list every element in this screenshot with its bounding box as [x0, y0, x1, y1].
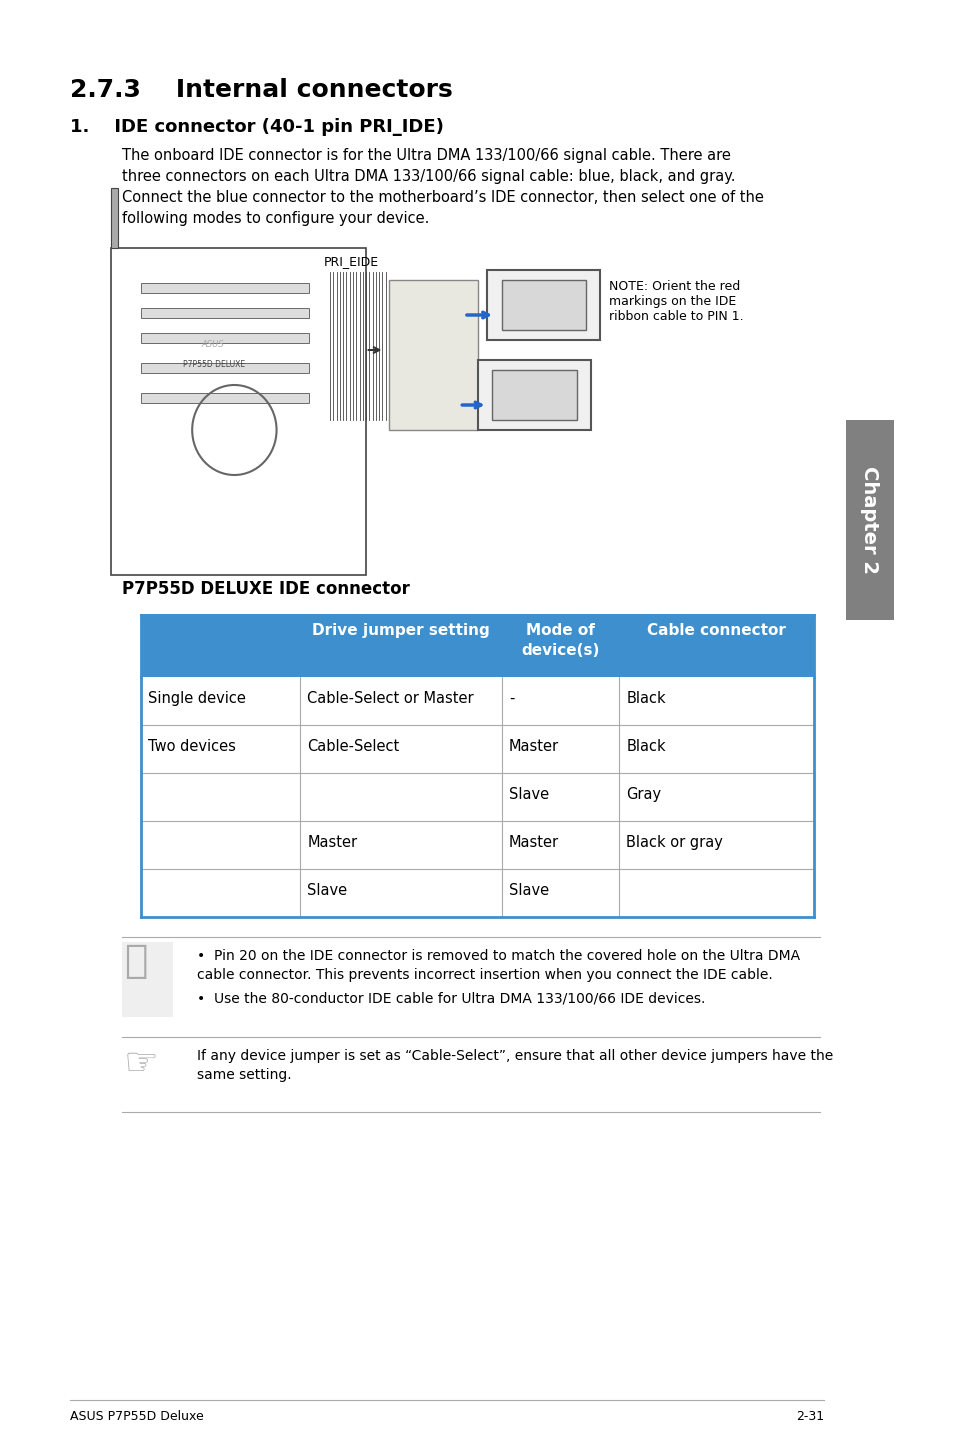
Text: •  Use the 80-conductor IDE cable for Ultra DMA 133/100/66 IDE devices.: • Use the 80-conductor IDE cable for Ult… [196, 992, 704, 1007]
FancyBboxPatch shape [140, 821, 813, 869]
Text: The onboard IDE connector is for the Ultra DMA 133/100/66 signal cable. There ar: The onboard IDE connector is for the Ult… [122, 148, 763, 226]
Text: •  Pin 20 on the IDE connector is removed to match the covered hole on the Ultra: • Pin 20 on the IDE connector is removed… [196, 949, 800, 982]
Bar [140, 393, 309, 403]
Text: Slave: Slave [509, 787, 549, 802]
Text: Two devices: Two devices [148, 739, 235, 754]
Text: Single device: Single device [148, 692, 246, 706]
Text: Master: Master [509, 835, 558, 850]
Text: 2.7.3    Internal connectors: 2.7.3 Internal connectors [71, 78, 453, 102]
Text: Cable-Select: Cable-Select [307, 739, 399, 754]
Text: Black: Black [625, 692, 665, 706]
Bar [140, 308, 309, 318]
FancyBboxPatch shape [140, 774, 813, 821]
Bar [140, 362, 309, 372]
Bar [111, 188, 118, 247]
Text: ASUS: ASUS [201, 339, 224, 349]
Text: P7P55D DELUXE IDE connector: P7P55D DELUXE IDE connector [122, 580, 410, 598]
Text: -: - [509, 692, 514, 706]
FancyBboxPatch shape [140, 615, 813, 677]
Polygon shape [389, 280, 477, 430]
Text: Mode of
device(s): Mode of device(s) [520, 623, 598, 657]
Text: ASUS P7P55D Deluxe: ASUS P7P55D Deluxe [71, 1411, 204, 1424]
FancyBboxPatch shape [492, 370, 576, 420]
Text: NOTE: Orient the red
markings on the IDE
ribbon cable to PIN 1.: NOTE: Orient the red markings on the IDE… [609, 280, 743, 324]
Text: Slave: Slave [307, 883, 347, 897]
Text: ☞: ☞ [124, 1045, 158, 1083]
FancyBboxPatch shape [140, 725, 813, 774]
Text: Cable-Select or Master: Cable-Select or Master [307, 692, 474, 706]
Bar [140, 283, 309, 293]
Text: Cable connector: Cable connector [646, 623, 785, 638]
FancyBboxPatch shape [477, 360, 590, 430]
Text: If any device jumper is set as “Cable-Select”, ensure that all other device jump: If any device jumper is set as “Cable-Se… [196, 1048, 832, 1083]
FancyBboxPatch shape [487, 270, 599, 339]
FancyBboxPatch shape [140, 677, 813, 725]
Bar [844, 420, 893, 620]
Text: Chapter 2: Chapter 2 [860, 466, 879, 574]
Text: P7P55D DELUXE: P7P55D DELUXE [183, 360, 245, 370]
Text: Master: Master [307, 835, 357, 850]
Bar [140, 334, 309, 344]
Text: PRI_EIDE: PRI_EIDE [323, 255, 378, 267]
Bar [122, 942, 173, 1017]
FancyBboxPatch shape [501, 280, 585, 329]
Text: Master: Master [509, 739, 558, 754]
Text: Drive jumper setting: Drive jumper setting [312, 623, 489, 638]
Text: Gray: Gray [625, 787, 660, 802]
Text: Black or gray: Black or gray [625, 835, 722, 850]
Text: 2-31: 2-31 [795, 1411, 823, 1424]
FancyBboxPatch shape [140, 869, 813, 917]
Text: 1.    IDE connector (40-1 pin PRI_IDE): 1. IDE connector (40-1 pin PRI_IDE) [71, 118, 444, 137]
Text: Slave: Slave [509, 883, 549, 897]
Text: Black: Black [625, 739, 665, 754]
Text: 🖊: 🖊 [124, 942, 147, 981]
